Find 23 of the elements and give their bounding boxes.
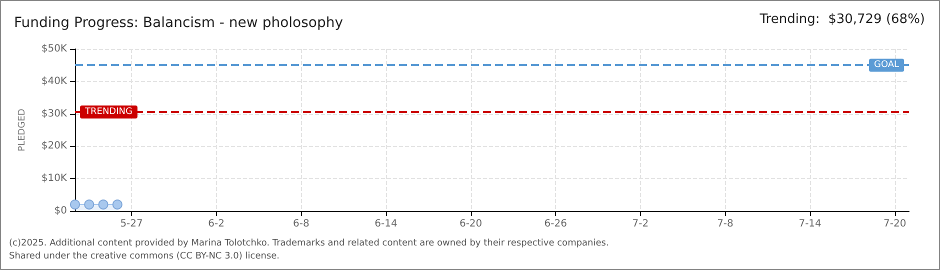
x-tick-label: 6-2 [208, 218, 225, 230]
y-tick-label: $20K [41, 140, 68, 152]
x-tick-label: 7-8 [717, 218, 734, 230]
ref-line-label: GOAL [874, 60, 900, 70]
y-tick-label: $50K [41, 44, 68, 54]
x-tick-label: 7-2 [632, 218, 649, 230]
text: (c)2025. Additional content provided by Marina Tolotchko. Trademarks and related content are owned by their respective companies. [9, 238, 609, 248]
x-tick-label: 6-26 [544, 218, 567, 230]
y-axis-title: PLEDGED [18, 108, 28, 152]
x-tick-label: 6-14 [374, 218, 398, 230]
y-tick-label: $40K [41, 76, 68, 87]
x-tick-label: 6-20 [459, 218, 482, 230]
y-tick-label: $10K [41, 173, 68, 184]
x-tick-label: 7-14 [798, 218, 822, 230]
x-tick-label: 7-20 [884, 218, 906, 230]
chart-title: Funding Progress: Balancism - new pholosophy [14, 15, 343, 31]
x-tick-label: 6-8 [293, 218, 310, 230]
y-tick-label: $0 [54, 206, 67, 216]
text: Trending: $30,729 (68%) [758, 12, 926, 27]
y-tick-label: $30K [41, 108, 68, 120]
text: Shared under the creative commons (CC BY-NC 3.0) license. [9, 252, 280, 262]
x-tick-label: 5-27 [120, 218, 143, 230]
ref-line-label: TRENDING [84, 106, 132, 117]
